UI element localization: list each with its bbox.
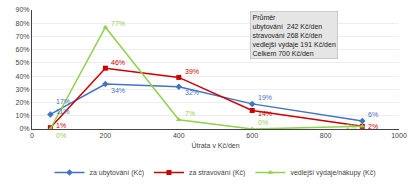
svg-text:10%: 10% <box>16 112 30 119</box>
svg-text:za stravování (Kč): za stravování (Kč) <box>189 169 245 177</box>
svg-text:34%: 34% <box>111 87 125 94</box>
svg-text:14%: 14% <box>258 110 272 117</box>
svg-text:60%: 60% <box>16 46 30 53</box>
svg-text:0%: 0% <box>56 132 66 139</box>
svg-text:Průměrubytování 242 Kč/denstr: Průměrubytování 242 Kč/denstravování 268… <box>253 14 336 57</box>
svg-text:600: 600 <box>246 132 258 139</box>
svg-text:80%: 80% <box>16 20 30 27</box>
svg-text:2%: 2% <box>368 123 378 130</box>
svg-text:0%: 0% <box>19 125 29 132</box>
svg-text:0%: 0% <box>258 119 268 126</box>
svg-text:20%: 20% <box>16 99 30 106</box>
svg-text:17%: 17% <box>56 98 70 105</box>
svg-text:Útrata v Kč/den: Útrata v Kč/den <box>191 141 239 149</box>
svg-text:za ubytování (Kč): za ubytování (Kč) <box>90 169 144 177</box>
svg-text:vedlejší výdaje/nákupy (Kč): vedlejší výdaje/nákupy (Kč) <box>290 169 375 177</box>
svg-text:7%: 7% <box>185 110 195 117</box>
svg-text:1000: 1000 <box>391 132 407 139</box>
svg-text:77%: 77% <box>111 20 125 27</box>
svg-text:46%: 46% <box>111 59 125 66</box>
svg-text:70%: 70% <box>16 33 30 40</box>
svg-text:6%: 6% <box>368 111 378 118</box>
svg-text:50%: 50% <box>16 59 30 66</box>
svg-text:1%: 1% <box>56 122 66 129</box>
svg-text:400: 400 <box>173 132 185 139</box>
svg-text:19%: 19% <box>258 94 272 101</box>
svg-text:40%: 40% <box>16 73 30 80</box>
svg-text:30%: 30% <box>16 86 30 93</box>
svg-text:90%: 90% <box>16 6 30 13</box>
svg-text:0: 0 <box>30 132 34 139</box>
svg-text:11%: 11% <box>56 108 70 115</box>
svg-text:39%: 39% <box>185 68 199 75</box>
svg-text:800: 800 <box>320 132 332 139</box>
svg-text:32%: 32% <box>185 89 199 96</box>
svg-text:2%: 2% <box>346 123 356 130</box>
svg-text:200: 200 <box>100 132 112 139</box>
